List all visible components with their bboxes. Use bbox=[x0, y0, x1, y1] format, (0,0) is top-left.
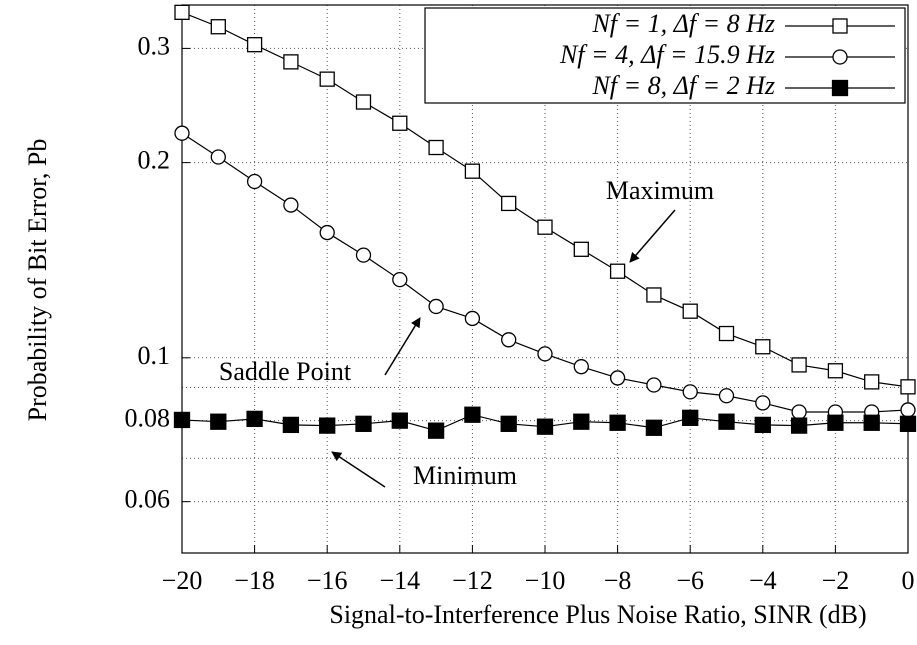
y-tick-label: 0.08 bbox=[125, 404, 171, 433]
marker bbox=[791, 357, 807, 373]
marker bbox=[282, 416, 300, 434]
marker bbox=[718, 388, 735, 404]
legend-label: Nf = 4, Δf = 15.9 Hz bbox=[559, 40, 775, 69]
legend-marker bbox=[832, 49, 848, 65]
marker bbox=[210, 413, 227, 430]
legend-marker bbox=[832, 18, 848, 34]
marker bbox=[428, 298, 444, 315]
marker bbox=[464, 163, 481, 179]
marker bbox=[900, 379, 916, 395]
x-tick-label: −12 bbox=[452, 566, 493, 595]
annotation: Maximum bbox=[606, 176, 714, 205]
marker bbox=[210, 19, 226, 35]
marker bbox=[646, 377, 662, 393]
marker bbox=[609, 370, 626, 386]
marker bbox=[355, 94, 372, 110]
x-tick-label: −2 bbox=[822, 566, 850, 595]
marker bbox=[319, 71, 335, 87]
y-tick-label: 0.1 bbox=[138, 341, 171, 370]
x-tick-label: −14 bbox=[379, 566, 420, 595]
marker bbox=[791, 404, 807, 420]
annotation-arrow bbox=[629, 209, 676, 263]
marker bbox=[428, 139, 444, 156]
legend-marker bbox=[831, 79, 849, 97]
marker bbox=[392, 115, 408, 131]
y-tick-label: 0.2 bbox=[138, 146, 171, 175]
marker bbox=[246, 173, 263, 190]
marker bbox=[537, 219, 553, 235]
marker bbox=[246, 410, 263, 428]
marker bbox=[501, 195, 517, 212]
marker bbox=[174, 4, 190, 20]
y-axis-label: Probability of Bit Error, Pb bbox=[23, 139, 52, 422]
y-tick-label: 0.06 bbox=[125, 485, 171, 514]
marker bbox=[645, 419, 663, 436]
marker bbox=[536, 418, 554, 435]
annotation: Minimum bbox=[413, 461, 517, 490]
marker bbox=[283, 197, 299, 213]
x-tick-label: −16 bbox=[307, 566, 348, 595]
marker bbox=[319, 224, 335, 241]
marker bbox=[537, 346, 553, 362]
marker bbox=[392, 271, 408, 288]
marker bbox=[573, 241, 589, 257]
marker bbox=[174, 125, 190, 141]
marker bbox=[609, 263, 626, 279]
annotation-arrow bbox=[384, 317, 421, 376]
x-tick-label: −6 bbox=[676, 566, 704, 595]
marker bbox=[900, 402, 916, 418]
marker bbox=[827, 414, 844, 431]
marker bbox=[827, 363, 844, 379]
marker bbox=[718, 325, 735, 342]
legend-label: Nf = 8, Δf = 2 Hz bbox=[591, 71, 775, 100]
marker bbox=[283, 54, 299, 70]
marker bbox=[863, 414, 880, 431]
marker bbox=[682, 303, 698, 319]
marker bbox=[573, 359, 589, 375]
marker bbox=[391, 412, 408, 429]
marker bbox=[173, 411, 191, 429]
marker bbox=[319, 417, 336, 434]
x-axis-label: Signal-to-Interference Plus Noise Ratio,… bbox=[329, 600, 866, 629]
marker bbox=[501, 332, 517, 348]
marker bbox=[755, 395, 771, 411]
marker bbox=[210, 149, 226, 165]
x-tick-label: −18 bbox=[234, 566, 275, 595]
marker bbox=[609, 414, 626, 431]
marker bbox=[355, 415, 372, 432]
marker bbox=[246, 37, 263, 53]
x-tick-label: −20 bbox=[162, 566, 203, 595]
legend-label: Nf = 1, Δf = 8 Hz bbox=[591, 9, 775, 38]
x-tick-label: −10 bbox=[525, 566, 566, 595]
marker bbox=[464, 406, 481, 423]
plot-frame bbox=[181, 4, 909, 554]
annotation-arrow bbox=[331, 451, 386, 488]
marker bbox=[718, 413, 735, 430]
x-tick-label: 0 bbox=[902, 566, 915, 595]
legend bbox=[424, 7, 906, 104]
marker bbox=[864, 374, 880, 390]
marker bbox=[682, 384, 698, 400]
y-tick-label: 0.3 bbox=[138, 31, 171, 60]
marker bbox=[755, 339, 771, 355]
marker bbox=[899, 415, 917, 432]
marker bbox=[646, 287, 662, 303]
marker bbox=[500, 415, 517, 432]
x-tick-label: −4 bbox=[749, 566, 777, 595]
marker bbox=[355, 247, 372, 263]
marker bbox=[464, 310, 481, 327]
x-tick-label: −8 bbox=[604, 566, 632, 595]
marker bbox=[790, 417, 808, 434]
marker bbox=[754, 416, 771, 434]
annotation: Saddle Point bbox=[219, 357, 352, 386]
marker bbox=[573, 413, 590, 430]
marker bbox=[427, 422, 445, 439]
marker bbox=[682, 409, 699, 426]
